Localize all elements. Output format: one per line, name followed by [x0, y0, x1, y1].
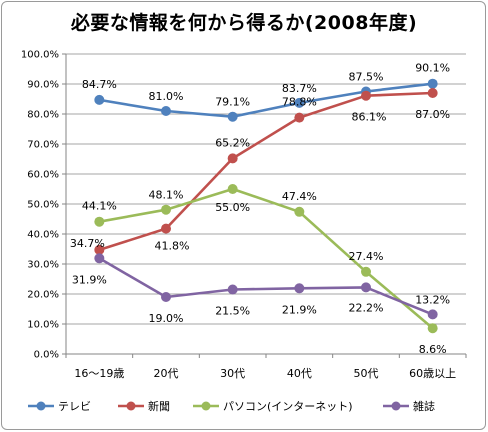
data-label: 65.2%	[215, 136, 250, 149]
data-label: 8.6%	[419, 343, 447, 356]
series-line	[98, 257, 434, 316]
series-marker	[94, 244, 105, 255]
series-marker	[161, 204, 171, 215]
series-marker	[94, 216, 105, 227]
data-label: 90.1%	[415, 62, 450, 75]
legend: テレビ 新聞 パソコン(インターネット) 雑誌	[28, 399, 435, 413]
data-label: 31.9%	[72, 273, 107, 286]
data-label: 79.1%	[215, 96, 250, 109]
data-label: 47.4%	[282, 190, 317, 203]
legend-marker	[201, 401, 211, 411]
legend-label: パソコン(インターネット)	[223, 400, 353, 413]
series-marker	[427, 309, 438, 320]
data-label: 13.2%	[415, 293, 450, 306]
y-tick-label: 60.0%	[27, 170, 59, 181]
y-tick-labels: 0.0% 10.0% 20.0% 30.0% 40.0% 50.0% 60.0% 70.0% 8…	[21, 50, 59, 361]
data-label: 48.1%	[149, 189, 184, 202]
legend-label: 新聞	[148, 399, 170, 413]
series-marker	[227, 153, 238, 164]
series-marker	[227, 284, 238, 295]
legend-label: 雑誌	[413, 399, 435, 413]
y-tick-label: 100.0%	[21, 50, 59, 61]
legend-marker	[36, 401, 46, 411]
series-lines	[98, 82, 434, 330]
data-label: 83.7%	[282, 82, 317, 95]
series-marker	[361, 90, 371, 101]
series-marker	[294, 97, 305, 108]
x-tick-label: 30代	[220, 367, 245, 380]
series-marker	[294, 112, 305, 123]
data-label: 55.0%	[215, 201, 250, 214]
y-tick-label: 30.0%	[27, 260, 59, 271]
gridlines	[62, 53, 467, 358]
series-marker	[161, 292, 171, 302]
series-marker	[427, 323, 438, 334]
y-tick-label: 70.0%	[27, 140, 59, 151]
series-marker	[227, 184, 238, 194]
x-tick-label: 60歳以上	[409, 367, 456, 380]
x-tick-label: 40代	[287, 367, 312, 380]
series-line	[99, 187, 434, 330]
data-label: 21.9%	[282, 303, 317, 316]
y-tick-label: 90.0%	[27, 80, 59, 91]
y-tick-label: 40.0%	[27, 230, 59, 241]
y-tick-label: 50.0%	[27, 200, 59, 211]
series-line	[99, 82, 433, 118]
x-tick-label: 20代	[154, 367, 179, 380]
x-tick-label: 16〜19歳	[74, 367, 124, 380]
x-tick-labels: 16〜19歳 20代 30代 40代 50代 60歳以上	[74, 367, 456, 380]
data-label: 41.8%	[155, 240, 190, 253]
data-label: 87.5%	[349, 71, 384, 84]
y-tick-label: 20.0%	[27, 290, 59, 301]
series-marker	[94, 253, 105, 264]
legend-marker	[126, 401, 136, 411]
series-line	[98, 91, 433, 252]
series-marker	[294, 283, 305, 294]
data-label: 44.1%	[82, 200, 117, 213]
data-label: 86.1%	[352, 111, 387, 124]
legend-label: テレビ	[58, 400, 91, 413]
series-marker	[427, 88, 438, 98]
series-marker	[161, 106, 171, 116]
chart-title: 必要な情報を何から得るか(2008年度)	[70, 12, 418, 34]
data-labels: 84.7% 81.0% 79.1% 83.7% 87.5% 90.1% 34.7% 41.8%…	[70, 62, 450, 357]
data-label: 78.8%	[282, 96, 317, 109]
data-label: 87.0%	[415, 108, 450, 121]
data-label: 34.7%	[70, 237, 105, 250]
series-marker	[427, 78, 438, 89]
data-label: 19.0%	[149, 312, 184, 325]
data-label: 81.0%	[149, 90, 184, 103]
series-marker	[94, 94, 105, 105]
series-marker	[161, 223, 171, 234]
x-tick-label: 50代	[354, 367, 379, 380]
y-tick-label: 10.0%	[27, 320, 59, 331]
data-label: 22.2%	[349, 301, 384, 314]
data-label: 84.7%	[82, 78, 117, 91]
series-marker	[361, 266, 371, 277]
series-points	[94, 78, 438, 334]
series-marker	[361, 282, 371, 293]
y-tick-label: 0.0%	[34, 350, 59, 361]
data-label: 27.4%	[349, 250, 384, 263]
y-tick-label: 80.0%	[27, 110, 59, 121]
series-marker	[227, 111, 238, 122]
series-marker	[294, 206, 305, 217]
data-label: 21.5%	[215, 305, 250, 318]
legend-marker	[391, 401, 401, 411]
